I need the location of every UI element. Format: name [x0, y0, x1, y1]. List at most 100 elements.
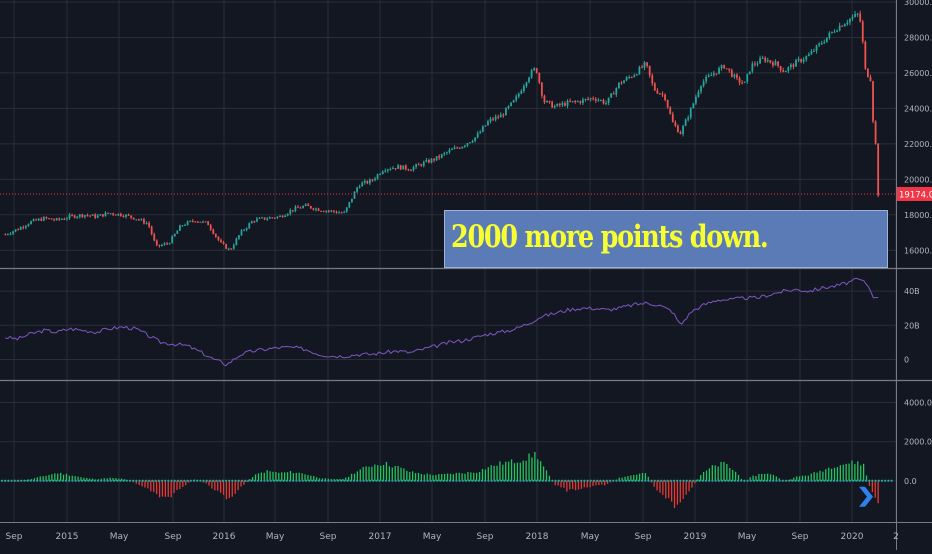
zero-line-dot	[535, 479, 538, 482]
candle-body	[196, 221, 199, 223]
candle-body	[659, 93, 661, 95]
candle-body	[669, 107, 672, 115]
candle-body	[772, 62, 774, 66]
zero-line-dot	[564, 479, 567, 482]
candle-body	[137, 219, 140, 221]
zero-line-dot	[506, 479, 509, 482]
candle-body	[35, 219, 38, 221]
candle-body	[754, 63, 756, 65]
zero-line-dot	[887, 479, 890, 482]
zero-line-dot	[138, 479, 141, 482]
candle-body	[615, 88, 618, 95]
candle-body	[643, 62, 646, 68]
zero-line-dot	[615, 479, 618, 482]
candle-body	[407, 169, 410, 171]
candle-body	[641, 66, 643, 68]
zero-line-dot	[724, 479, 727, 482]
candle-body	[181, 225, 184, 227]
candle-body	[194, 221, 197, 223]
candle-body	[715, 73, 718, 75]
candle-body	[235, 238, 238, 246]
candle-body	[189, 220, 192, 222]
candle-body	[207, 221, 210, 226]
zero-line-dot	[410, 479, 413, 482]
zero-line-dot	[573, 479, 576, 482]
zero-line-dot	[500, 479, 503, 482]
zero-line-dot	[704, 479, 708, 482]
zero-line-dot	[765, 479, 768, 482]
candle-body	[302, 205, 305, 208]
candle-body	[166, 243, 168, 245]
zero-line-dot	[32, 479, 36, 482]
time-tick-label: Sep	[635, 532, 652, 542]
zero-line-dot	[852, 479, 855, 482]
zero-line-dot	[848, 479, 852, 482]
volume-tick-label: 40B	[904, 287, 920, 296]
zero-line-dot	[253, 479, 256, 482]
candle-body	[787, 67, 790, 72]
zero-line-dot	[583, 479, 586, 482]
candle-body	[476, 133, 479, 138]
candle-body	[161, 244, 163, 246]
candle-body	[692, 103, 695, 109]
zero-line-dot	[813, 479, 816, 482]
candle-body	[227, 248, 230, 250]
candle-body	[4, 234, 7, 236]
candle-body	[748, 71, 751, 75]
time-tick-label: 2015	[56, 532, 79, 542]
zero-line-dot	[400, 479, 404, 482]
zero-line-dot	[528, 479, 532, 482]
candle-body	[551, 101, 554, 108]
zero-line-dot	[356, 479, 359, 482]
zero-line-dot	[679, 479, 682, 482]
candle-body	[107, 212, 109, 214]
candle-body	[594, 99, 597, 101]
volume-tick-label: 20B	[904, 321, 920, 330]
zero-line-dot	[180, 479, 183, 482]
candle-body	[276, 216, 279, 218]
zero-line-dot	[778, 479, 781, 482]
zero-line-dot	[826, 479, 829, 482]
time-tick-label: Sep	[792, 532, 809, 542]
zero-line-dot	[407, 479, 410, 482]
candle-body	[340, 212, 343, 214]
zero-line-dot	[365, 479, 368, 482]
candle-body	[250, 221, 253, 224]
zero-line-dot	[836, 479, 839, 482]
candle-body	[225, 243, 228, 249]
candle-body	[638, 66, 641, 75]
candle-body	[725, 68, 728, 70]
candle-body	[589, 98, 592, 100]
zero-line-dot	[282, 479, 285, 482]
candle-body	[620, 82, 623, 84]
zero-line-dot	[698, 479, 701, 482]
candle-body	[487, 121, 489, 126]
candle-body	[291, 210, 294, 212]
candle-body	[453, 147, 456, 150]
zero-line-dot	[125, 479, 128, 482]
candle-body	[353, 191, 356, 199]
zero-line-dot	[532, 479, 535, 482]
zero-line-dot	[292, 479, 295, 482]
candle-body	[368, 179, 371, 184]
candle-body	[358, 186, 361, 188]
zero-line-dot	[64, 479, 68, 482]
candle-body	[494, 116, 497, 120]
time-tick-label: 2020	[841, 532, 864, 542]
zero-line-dot	[756, 479, 759, 482]
zero-line-dot	[58, 479, 61, 482]
candle-body	[119, 213, 122, 217]
zero-line-dot	[685, 479, 688, 482]
zero-line-dot	[112, 479, 116, 482]
zero-line-dot	[720, 479, 724, 482]
candle-body	[582, 99, 584, 104]
candle-body	[769, 60, 772, 63]
zero-line-dot	[10, 479, 13, 482]
candle-body	[335, 211, 338, 213]
candle-body	[171, 236, 174, 244]
time-tick-label: May	[738, 532, 757, 542]
osc-tick-label: 4000.0	[904, 399, 932, 408]
zero-line-dot	[890, 479, 893, 482]
candle-body	[125, 214, 127, 217]
